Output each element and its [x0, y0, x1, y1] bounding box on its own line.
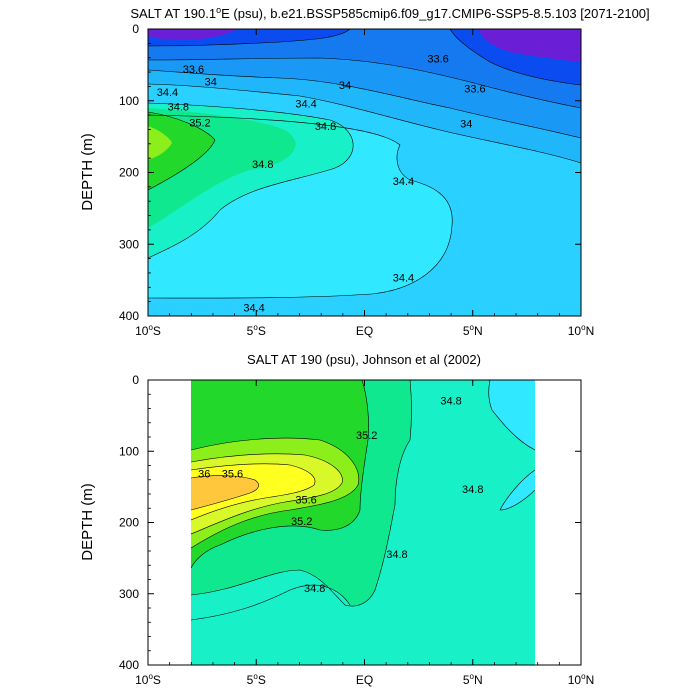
bottom-y-tick-label: 0 [132, 373, 139, 387]
top-x-tick-label: 10oS [135, 323, 161, 338]
top-contour-fill [148, 29, 581, 316]
bottom-y-axis: 0 100 200 300 400 [119, 373, 581, 672]
bottom-x-axis: 10oS 5oS EQ 5oN 10oN [135, 380, 594, 687]
bottom-y-tick-label: 100 [119, 444, 139, 458]
top-contour-label: 33.6 [427, 53, 448, 65]
bottom-contour-lines [191, 380, 535, 621]
bottom-y-tick-label: 400 [119, 658, 139, 672]
bottom-contour-label: 35.6 [295, 495, 316, 507]
bottom-contour-label: 34.8 [304, 583, 325, 595]
top-fill-33.4-east [478, 29, 581, 62]
bottom-panel: SALT AT 190 (psu), Johnson et al (2002) [79, 352, 594, 687]
bottom-y-axis-label: DEPTH (m) [79, 483, 96, 561]
top-contour-label: 33.6 [464, 84, 485, 96]
top-contour-label: 34.8 [168, 101, 189, 113]
bottom-fill-34.6-east [500, 470, 535, 510]
top-contour-lines [148, 29, 581, 299]
top-x-tick-label: 5oN [463, 323, 483, 338]
bottom-fill-34.8-west [191, 585, 350, 648]
top-y-tick-label: 300 [119, 237, 139, 251]
bottom-fill-34.6-ne [488, 380, 535, 450]
top-fill-35.2 [148, 112, 215, 190]
top-y-tick-label: 0 [132, 22, 139, 36]
top-contour-label: 34 [460, 119, 472, 131]
bottom-fill-36.0 [191, 475, 259, 510]
top-contour-label: 35.2 [189, 117, 210, 129]
top-contour-label: 34.4 [243, 302, 264, 314]
top-y-tick-label: 400 [119, 309, 139, 323]
top-contour-label: 34.4 [393, 176, 414, 188]
top-y-tick-label: 100 [119, 94, 139, 108]
top-x-tick-label: 5oS [247, 323, 266, 338]
top-contour-label: 34.8 [252, 159, 273, 171]
bottom-contour-label: 35.6 [222, 468, 243, 480]
bottom-contour-label: 34.8 [386, 549, 407, 561]
bottom-y-tick-label: 200 [119, 516, 139, 530]
bottom-x-tick-label: EQ [356, 673, 373, 687]
top-y-axis: 0 100 200 300 400 [119, 22, 581, 323]
bottom-x-tick-label: 5oN [463, 672, 483, 687]
bottom-contour-label: 36 [198, 468, 210, 480]
top-y-tick-label: 200 [119, 166, 139, 180]
top-contour-label: 34.8 [315, 121, 336, 133]
top-chart-title: SALT AT 190.1oE (psu), b.e21.BSSP585cmip… [130, 5, 649, 21]
bottom-contour-labels: 34.8 35.2 35.6 36 35.6 35.2 34.8 34.8 34.8 [198, 396, 483, 595]
bottom-x-tick-label: 10oN [568, 672, 594, 687]
top-contour-label: 33.6 [183, 64, 204, 76]
top-x-axis: 10oS 5oS EQ 5oN 10oN [135, 29, 594, 338]
bottom-contour-label: 34.8 [440, 396, 461, 408]
bottom-y-tick-label: 300 [119, 587, 139, 601]
top-contour-label: 34.4 [393, 272, 414, 284]
bottom-x-tick-label: 10oS [135, 672, 161, 687]
top-x-tick-label: EQ [356, 324, 373, 338]
top-fill-33.4-west [148, 29, 238, 40]
bottom-contour-label: 35.2 [356, 430, 377, 442]
top-panel: SALT AT 190.1oE (psu), b.e21.BSSP585cmip… [79, 5, 650, 338]
top-y-axis-label: DEPTH (m) [79, 133, 96, 211]
bottom-contour-fill [191, 380, 535, 665]
top-contour-label: 34.4 [295, 99, 316, 111]
top-contour-label: 34 [339, 80, 351, 92]
top-fill-35.4 [148, 126, 172, 160]
top-x-tick-label: 10oN [568, 323, 594, 338]
bottom-x-tick-label: 5oS [247, 672, 266, 687]
bottom-contour-label: 34.8 [462, 484, 483, 496]
top-contour-label: 34 [205, 76, 217, 88]
top-contour-label: 34.4 [157, 87, 178, 99]
bottom-contour-label: 35.2 [291, 516, 312, 528]
bottom-chart-title: SALT AT 190 (psu), Johnson et al (2002) [247, 352, 481, 367]
